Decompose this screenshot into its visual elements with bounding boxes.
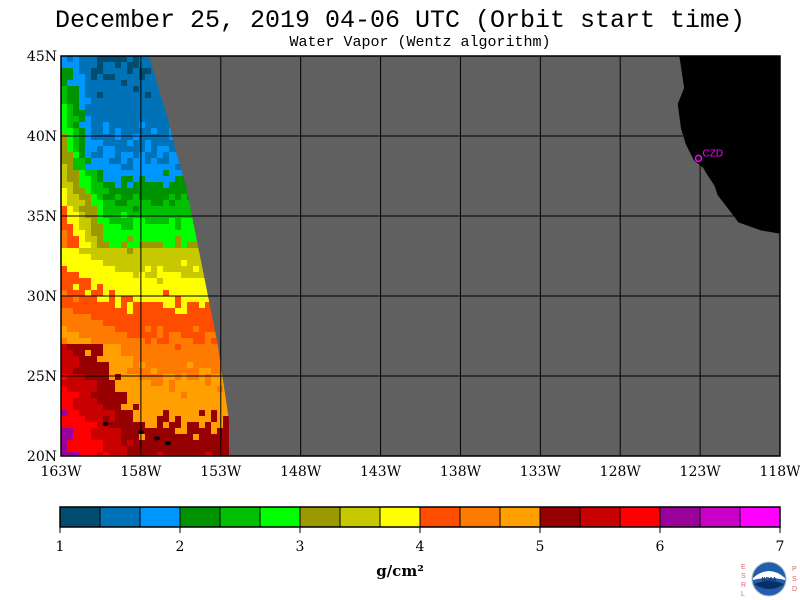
longitude-tick-label: 133W (520, 464, 562, 480)
colorbar-tick-labels: 1 2 3 4 5 6 7 (56, 527, 785, 555)
latitude-tick-label: 30N (27, 289, 57, 305)
island (102, 422, 109, 426)
latitude-tick-labels: 45N 40N 35N 30N 25N 20N (27, 49, 57, 465)
longitude-tick-label: 163W (40, 464, 82, 480)
longitude-tick-label: 138W (440, 464, 482, 480)
colorbar-swatch (179, 506, 221, 528)
longitude-tick-label: 128W (600, 464, 642, 480)
island (165, 441, 172, 446)
colorbar-tick-label: 4 (416, 539, 425, 555)
logo-letter: R (741, 582, 746, 589)
map-plot-area: CZD (60, 55, 781, 457)
station-marker (694, 154, 703, 163)
logo-center-text: NOAA (762, 577, 777, 583)
logo-letter: L (741, 591, 745, 598)
logo-letter: P (792, 566, 797, 573)
colorbar-tick-label: 3 (296, 539, 305, 555)
colorbar-tick-label: 6 (656, 539, 665, 555)
longitude-tick-label: 143W (360, 464, 402, 480)
colorbar-swatch (579, 506, 621, 528)
colorbar-swatch (259, 506, 301, 528)
latitude-tick-label: 45N (27, 49, 57, 65)
colorbar-swatch (299, 506, 341, 528)
colorbar-swatch (739, 506, 781, 528)
longitude-tick-label: 153W (200, 464, 242, 480)
colorbar-swatch (419, 506, 461, 528)
colorbar-swatch (699, 506, 741, 528)
latitude-tick-label: 40N (27, 129, 57, 145)
station-label: CZD (703, 148, 724, 159)
longitude-tick-label: 118W (759, 464, 800, 480)
logo-letter: D (792, 586, 797, 593)
colorbar-tick-label: 7 (776, 539, 785, 555)
latitude-tick-label: 20N (27, 449, 57, 465)
logo-letter: E (741, 564, 746, 571)
longitude-tick-label: 123W (680, 464, 722, 480)
colorbar-swatch (459, 506, 501, 528)
longitude-tick-label: 148W (280, 464, 322, 480)
colorbar (59, 506, 781, 528)
colorbar-swatch (139, 506, 181, 528)
colorbar-swatch (539, 506, 581, 528)
longitude-tick-label: 158W (120, 464, 162, 480)
colorbar-tick-label: 2 (176, 539, 185, 555)
colorbar-tick-label: 1 (56, 539, 65, 555)
latitude-tick-label: 35N (27, 209, 57, 225)
colorbar-swatch (499, 506, 541, 528)
colorbar-swatch (99, 506, 141, 528)
colorbar-swatch (59, 506, 101, 528)
island (153, 436, 160, 441)
colorbar-swatch (379, 506, 421, 528)
colorbar-tick-label: 5 (536, 539, 545, 555)
colorbar-swatch (339, 506, 381, 528)
colorbar-swatch (619, 506, 661, 528)
land-mass (677, 56, 780, 234)
logo-letter: S (741, 573, 746, 580)
map-title: December 25, 2019 04-06 UTC (Orbit start… (54, 6, 746, 35)
colorbar-swatch (219, 506, 261, 528)
colorbar-unit-label: g/cm² (376, 562, 424, 580)
map-frame (60, 55, 781, 457)
map-subtitle: Water Vapor (Wentz algorithm) (289, 34, 551, 51)
latitude-tick-label: 25N (27, 369, 57, 385)
colorbar-swatch (659, 506, 701, 528)
logo-letter: S (792, 576, 797, 583)
longitude-tick-labels: 163W 158W 153W 148W 143W 138W 133W 128W 123W 118W (40, 464, 800, 480)
